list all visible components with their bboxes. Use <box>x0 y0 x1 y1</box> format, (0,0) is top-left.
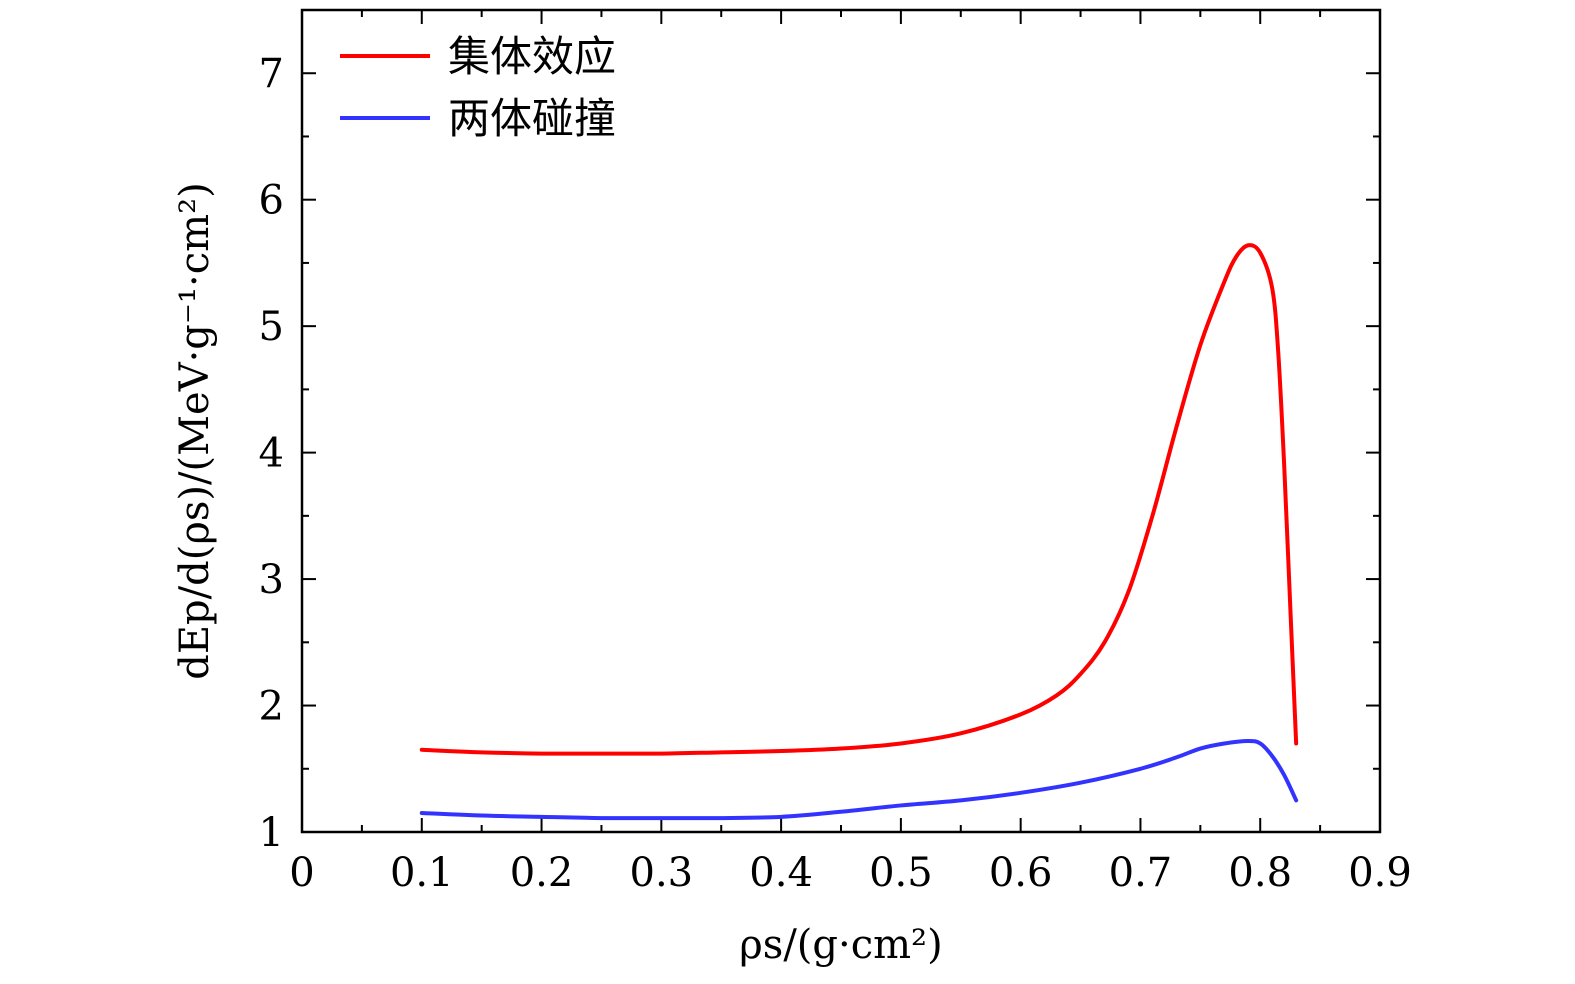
y-tick-labels: 1 2 3 4 5 6 7 <box>259 51 284 856</box>
x-tick-label: 0.1 <box>390 850 454 896</box>
legend-label-0: 集体效应 <box>448 32 616 81</box>
y-tick-label: 6 <box>259 178 284 224</box>
y-tick-label: 5 <box>259 304 284 350</box>
x-tick-label: 0.7 <box>1109 850 1173 896</box>
y-tick-label: 4 <box>259 431 284 477</box>
x-tick-label: 0.6 <box>989 850 1053 896</box>
x-tick-label: 0.8 <box>1228 850 1292 896</box>
y-tick-label: 3 <box>259 557 284 603</box>
tick-marks <box>301 10 1381 833</box>
y-tick-label: 2 <box>259 684 284 730</box>
y-tick-label: 1 <box>259 810 284 856</box>
x-axis-label: ρs/(g·cm²) <box>739 922 942 968</box>
y-axis-label: dEp/d(ρs)/(MeV·g⁻¹·cm²) <box>172 182 218 680</box>
x-tick-label: 0.2 <box>510 850 574 896</box>
series-line-0 <box>419 243 1299 756</box>
x-tick-label: 0.3 <box>630 850 694 896</box>
series-line-1 <box>419 738 1299 821</box>
series-layer <box>419 243 1299 821</box>
y-tick-label: 7 <box>259 51 284 97</box>
x-tick-label: 0.5 <box>869 850 933 896</box>
x-tick-label: 0.9 <box>1348 850 1412 896</box>
x-tick-label: 0.4 <box>749 850 813 896</box>
legend-label-1: 两体碰撞 <box>448 94 616 143</box>
x-tick-label: 0 <box>289 850 314 896</box>
x-tick-labels: 0 0.1 0.2 0.3 0.4 0.5 0.6 0.7 0.8 0.9 <box>289 850 1412 896</box>
